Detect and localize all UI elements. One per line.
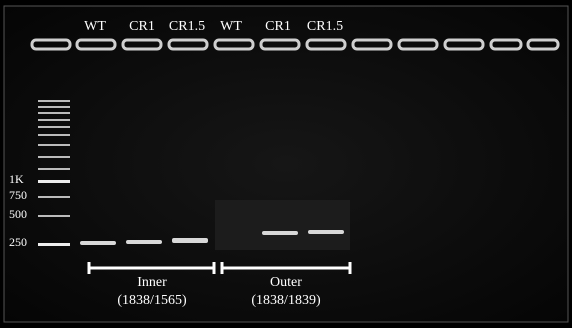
lane-label: WT — [84, 19, 106, 34]
gel-image: WT CR1 CR1.5 WT CR1 CR1.5 1K 750 500 250… — [0, 0, 572, 328]
group-name: Inner — [137, 275, 167, 290]
group-primers: (1838/1565) — [117, 293, 187, 308]
group-primers: (1838/1839) — [251, 293, 321, 308]
ladder-label: 500 — [9, 207, 27, 221]
lane-label: WT — [220, 19, 242, 34]
ladder-label: 250 — [9, 235, 27, 249]
ladder-label: 750 — [9, 188, 27, 202]
lane-label: CR1 — [265, 19, 291, 34]
lane-label: CR1 — [129, 19, 155, 34]
ladder-label: 1K — [9, 172, 24, 186]
group-name: Outer — [270, 275, 302, 290]
lane-label: CR1.5 — [307, 19, 343, 34]
lane-label: CR1.5 — [169, 19, 205, 34]
